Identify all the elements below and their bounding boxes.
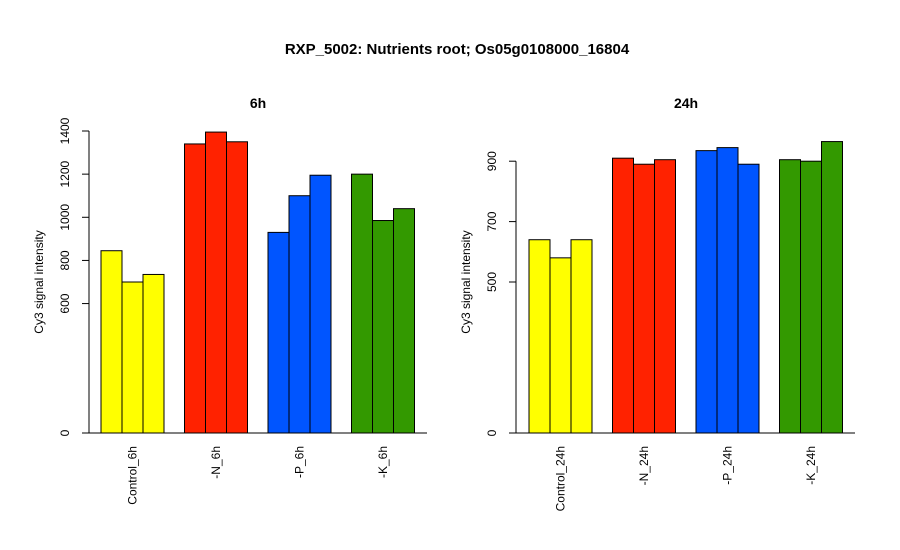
- bar: [570, 239, 593, 434]
- y-tick-label: 0: [485, 429, 499, 436]
- x-category-label: -N_24h: [637, 446, 651, 485]
- bar: [393, 208, 415, 434]
- bar: [633, 163, 655, 434]
- y-tick-label: 0: [58, 429, 72, 436]
- main-title: RXP_5002: Nutrients root; Os05g0108000_1…: [285, 41, 630, 58]
- bar: [267, 231, 290, 434]
- y-tick-label: 500: [485, 272, 499, 292]
- panel-24h: 24h Cy3 signal intensity 0 500 700 900 Control…: [459, 95, 855, 511]
- y-tick-label: 700: [485, 211, 499, 231]
- bar: [716, 147, 739, 434]
- bar: [612, 157, 634, 434]
- bar: [654, 159, 676, 434]
- x-category-label: Control_6h: [126, 446, 140, 505]
- y-tick-label: 1400: [58, 117, 72, 144]
- panel-6h: 6h Cy3 signal intensity 0 600 800 1000 1200 140…: [32, 95, 427, 505]
- y-axis-label: Cy3 signal intensity: [32, 230, 46, 333]
- y-tick-label: 600: [58, 293, 72, 313]
- x-category-label: -P_24h: [721, 446, 735, 485]
- bar: [142, 273, 165, 434]
- bar: [695, 150, 718, 434]
- bar: [528, 239, 551, 434]
- bar: [351, 173, 373, 434]
- y-tick-label: 1000: [58, 204, 72, 231]
- bar: [121, 281, 144, 434]
- bar: [821, 141, 843, 434]
- bar: [737, 163, 760, 434]
- x-category-label: -P_6h: [293, 446, 307, 478]
- x-category-label: -N_6h: [209, 446, 223, 479]
- bar: [549, 257, 572, 434]
- bar: [226, 141, 248, 434]
- y-tick-label: 1200: [58, 160, 72, 187]
- bar: [205, 131, 227, 434]
- bar: [184, 143, 206, 434]
- bar: [100, 250, 123, 434]
- y-axis-label: Cy3 signal intensity: [459, 230, 473, 333]
- bar: [372, 220, 394, 434]
- y-tick-label: 900: [485, 151, 499, 171]
- x-category-label: Control_24h: [554, 446, 568, 511]
- x-category-label: -K_6h: [376, 446, 390, 478]
- panel-title: 24h: [674, 95, 698, 111]
- x-category-label: -K_24h: [804, 446, 818, 485]
- panel-title: 6h: [250, 95, 266, 111]
- bar: [800, 160, 822, 434]
- bar: [288, 195, 311, 434]
- bar: [309, 174, 332, 434]
- y-tick-label: 800: [58, 250, 72, 270]
- bar: [779, 159, 801, 434]
